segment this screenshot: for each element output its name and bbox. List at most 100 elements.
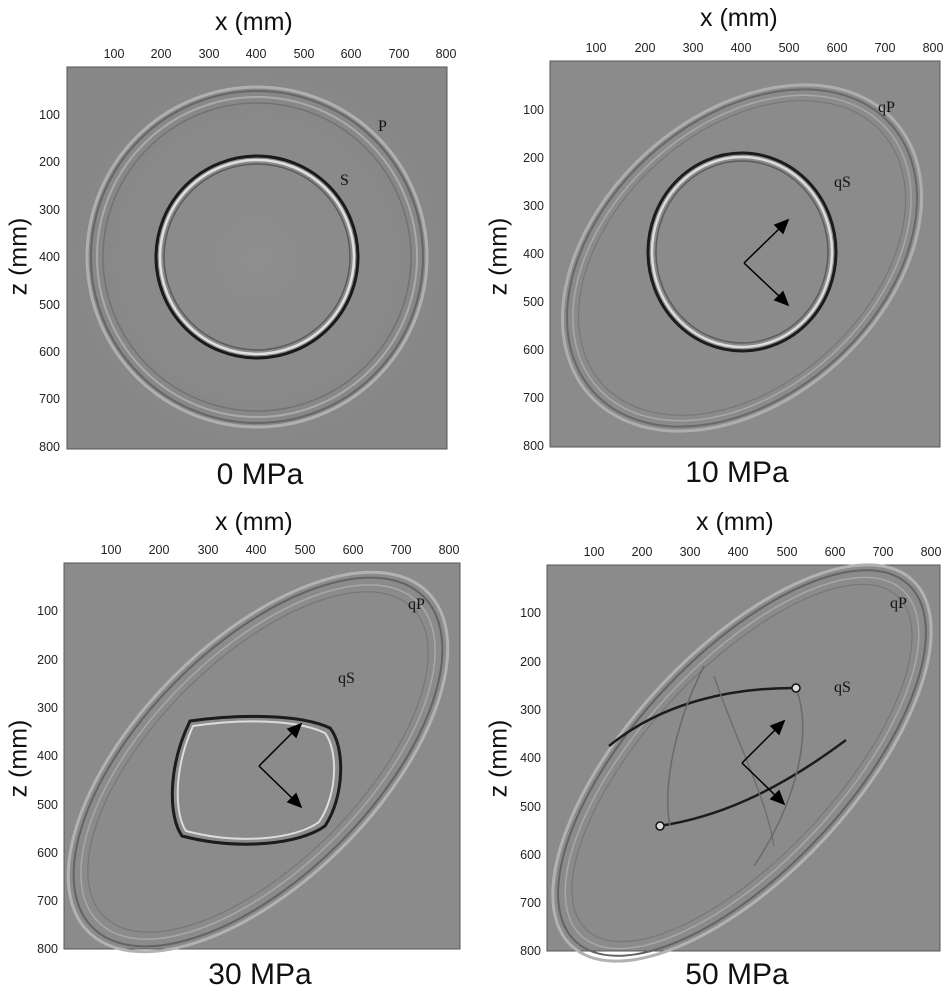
x-tick-labels: 100 200 300 400 500 600 700 800 (104, 47, 457, 61)
z-tick-labels: 100 200 300 400 500 600 700 800 (37, 604, 58, 956)
z-tick-300: 300 (39, 203, 60, 217)
z-tick-500: 500 (520, 800, 541, 814)
s-wavefront (154, 154, 360, 360)
z-tick-labels: 100 200 300 400 500 600 700 800 (523, 103, 544, 453)
z-tick-800: 800 (39, 440, 60, 454)
panel-caption: 30 MPa (208, 958, 312, 991)
z-tick-600: 600 (520, 848, 541, 862)
x-axis-label: x (mm) (696, 508, 774, 536)
x-tick-800: 800 (436, 47, 457, 61)
z-tick-800: 800 (523, 439, 544, 453)
x-tick-200: 200 (149, 543, 170, 557)
x-tick-500: 500 (294, 47, 315, 61)
x-tick-labels: 100 200 300 400 500 600 700 800 (586, 41, 944, 55)
z-tick-400: 400 (520, 751, 541, 765)
qp-wave-label: qP (408, 596, 425, 613)
p-wavefront (85, 85, 429, 429)
qp-wavefront (551, 563, 933, 963)
x-tick-800: 800 (439, 543, 460, 557)
z-tick-700: 700 (520, 896, 541, 910)
z-tick-500: 500 (39, 298, 60, 312)
qs-wavefront (170, 714, 343, 846)
x-tick-700: 700 (391, 543, 412, 557)
z-tick-100: 100 (523, 103, 544, 117)
x-tick-700: 700 (875, 41, 896, 55)
z-tick-100: 100 (39, 108, 60, 122)
x-tick-300: 300 (198, 543, 219, 557)
z-tick-labels: 100 200 300 400 500 600 700 800 (39, 108, 60, 454)
stress-arrows (258, 722, 303, 809)
qs-wave-label: qS (338, 670, 355, 687)
panel-10mpa: x (mm) z (mm) 100 200 300 400 500 600 70… (474, 0, 948, 496)
wavefield-plot-10mpa: 100 200 300 400 500 600 700 800 100 200 … (523, 41, 944, 453)
x-tick-300: 300 (199, 47, 220, 61)
z-tick-500: 500 (37, 798, 58, 812)
qp-wavefront (560, 83, 924, 433)
wavefield-plot-50mpa: 100 200 300 400 500 600 700 800 100 200 … (520, 545, 942, 963)
z-tick-600: 600 (37, 846, 58, 860)
x-axis-label: x (mm) (215, 508, 293, 536)
wavefield-plot-0mpa: 100 200 300 400 500 600 700 800 100 200 … (39, 47, 457, 454)
x-tick-100: 100 (584, 545, 605, 559)
x-tick-labels: 100 200 300 400 500 600 700 800 (584, 545, 942, 559)
z-tick-400: 400 (37, 749, 58, 763)
x-axis-label: x (mm) (215, 8, 293, 36)
x-tick-500: 500 (777, 545, 798, 559)
plot-area (66, 66, 448, 450)
z-tick-700: 700 (39, 392, 60, 406)
stress-arrows (741, 719, 786, 806)
x-tick-labels: 100 200 300 400 500 600 700 800 (101, 543, 460, 557)
x-tick-100: 100 (101, 543, 122, 557)
x-tick-200: 200 (635, 41, 656, 55)
qp-wave-label: qP (878, 99, 895, 116)
z-tick-200: 200 (523, 151, 544, 165)
x-tick-600: 600 (341, 47, 362, 61)
z-tick-300: 300 (520, 703, 541, 717)
z-tick-600: 600 (39, 345, 60, 359)
s-wave-label: S (340, 172, 349, 189)
x-tick-700: 700 (389, 47, 410, 61)
x-axis-label: x (mm) (700, 4, 778, 32)
x-tick-400: 400 (246, 47, 267, 61)
x-tick-800: 800 (923, 41, 944, 55)
z-tick-300: 300 (37, 701, 58, 715)
panel-30mpa: x (mm) z (mm) 100 200 300 400 500 600 70… (0, 496, 474, 992)
qs-wave-label: qS (834, 174, 851, 191)
x-tick-200: 200 (151, 47, 172, 61)
stress-arrows (743, 218, 790, 307)
z-tick-labels: 100 200 300 400 500 600 700 800 (520, 606, 541, 958)
plot-area (63, 562, 461, 950)
x-tick-400: 400 (246, 543, 267, 557)
z-tick-400: 400 (39, 250, 60, 264)
z-tick-700: 700 (523, 391, 544, 405)
panel-caption: 10 MPa (685, 456, 789, 489)
panel-50mpa: x (mm) z (mm) 100 200 300 400 500 600 70… (474, 496, 948, 992)
x-tick-400: 400 (731, 41, 752, 55)
qp-wave-label: qP (890, 595, 907, 612)
qs-wavefront (608, 665, 847, 867)
qs-wave-label: qS (834, 679, 851, 696)
z-tick-100: 100 (37, 604, 58, 618)
z-tick-200: 200 (520, 655, 541, 669)
panel-caption: 50 MPa (685, 958, 789, 991)
x-tick-300: 300 (683, 41, 704, 55)
z-tick-800: 800 (520, 944, 541, 958)
x-tick-800: 800 (921, 545, 942, 559)
x-tick-500: 500 (779, 41, 800, 55)
x-tick-100: 100 (586, 41, 607, 55)
z-tick-600: 600 (523, 343, 544, 357)
qs-wavefront (646, 151, 838, 353)
z-tick-200: 200 (37, 653, 58, 667)
z-tick-800: 800 (37, 942, 58, 956)
z-tick-300: 300 (523, 199, 544, 213)
x-tick-400: 400 (728, 545, 749, 559)
qp-wavefront (66, 570, 450, 954)
x-tick-600: 600 (825, 545, 846, 559)
plot-area (549, 60, 941, 448)
z-tick-200: 200 (39, 155, 60, 169)
x-tick-200: 200 (632, 545, 653, 559)
p-wave-label: P (378, 118, 387, 135)
wavefield-plot-30mpa: 100 200 300 400 500 600 700 800 100 200 … (37, 543, 461, 956)
x-tick-100: 100 (104, 47, 125, 61)
panel-caption: 0 MPa (216, 458, 304, 491)
